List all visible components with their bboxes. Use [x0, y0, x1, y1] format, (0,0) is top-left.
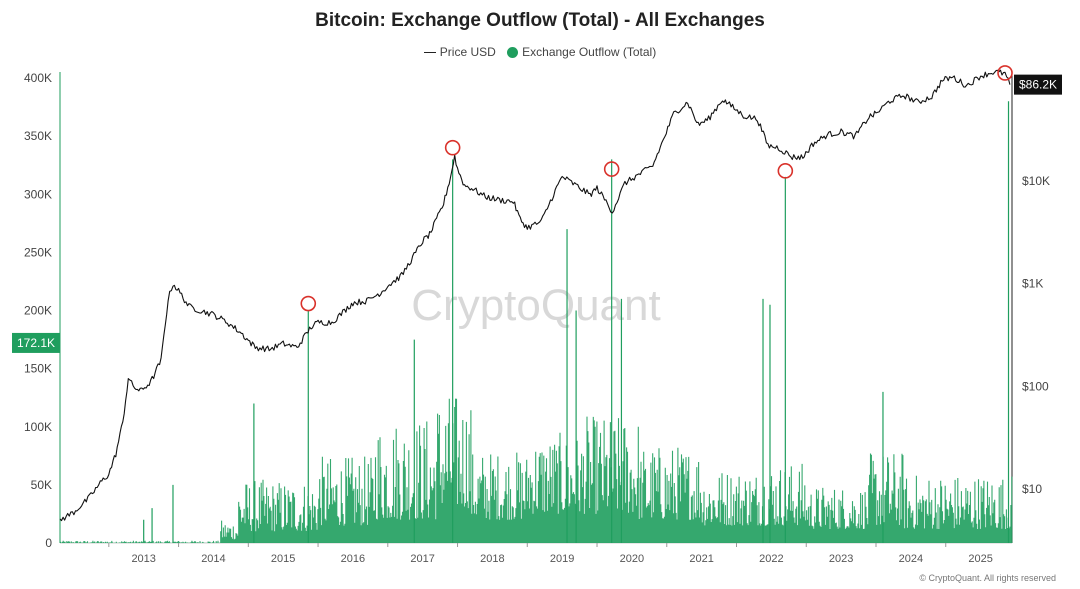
legend-label-outflow: Exchange Outflow (Total) [522, 44, 657, 59]
y-left-tick-label: 100K [24, 420, 52, 434]
y-right-tick-label: $1K [1022, 277, 1043, 291]
current-outflow-badge [12, 332, 60, 353]
x-tick-label: 2014 [201, 553, 225, 565]
annotation-circle [603, 161, 620, 177]
legend-label-price: Price USD [439, 44, 496, 59]
x-tick-label: 2013 [131, 553, 155, 565]
y-left-tick-label: 300K [24, 187, 52, 201]
legend-item-price[interactable]: Price USD [423, 44, 496, 59]
chart-legend: Price USD Exchange Outflow (Total) [0, 44, 1080, 59]
y-right-tick-label: $10 [1022, 482, 1042, 496]
outflow-bars [59, 398, 1013, 543]
y-left-tick-label: 150K [24, 362, 52, 376]
legend-dot-swatch [507, 47, 519, 59]
x-tick-label: 2017 [410, 553, 434, 565]
x-tick-label: 2020 [620, 553, 644, 565]
x-tick-label: 2018 [480, 553, 504, 565]
y-right-tick-label: $10K [1022, 174, 1050, 188]
price-line [59, 69, 1011, 522]
x-tick-label: 2015 [271, 553, 295, 565]
x-tick-label: 2019 [550, 553, 574, 565]
legend-line-swatch [423, 52, 436, 54]
x-tick-label: 2025 [968, 553, 992, 565]
x-tick-label: 2024 [899, 553, 923, 565]
y-left-tick-label: 50K [31, 478, 52, 492]
y-left-tick-label: 0 [45, 536, 52, 550]
outflow-area [59, 398, 1013, 543]
y-left-tick-label: 250K [24, 245, 52, 259]
y-right-tick-label: $100 [1022, 379, 1049, 393]
legend-item-outflow[interactable]: Exchange Outflow (Total) [507, 45, 656, 59]
copyright-text: © CryptoQuant. All rights reserved [919, 573, 1056, 583]
x-tick-label: 2016 [341, 553, 365, 565]
watermark: CryptoQuant [411, 281, 660, 330]
y-left-tick-label: 350K [24, 129, 52, 143]
y-left-tick-label: 400K [24, 71, 52, 85]
current-price-label: $86.2K [1019, 78, 1057, 92]
annotation-circle [300, 295, 317, 312]
current-outflow-label: 172.1K [17, 336, 55, 350]
x-tick-label: 2021 [689, 553, 713, 565]
chart-title: Bitcoin: Exchange Outflow (Total) - All … [315, 10, 765, 31]
annotation-circle [997, 65, 1013, 81]
annotation-circle [444, 139, 461, 156]
annotation-circle [777, 163, 794, 179]
x-tick-label: 2023 [829, 553, 853, 565]
current-price-badge [1014, 74, 1062, 95]
y-left-tick-label: 200K [24, 304, 52, 318]
x-tick-label: 2022 [759, 553, 783, 565]
